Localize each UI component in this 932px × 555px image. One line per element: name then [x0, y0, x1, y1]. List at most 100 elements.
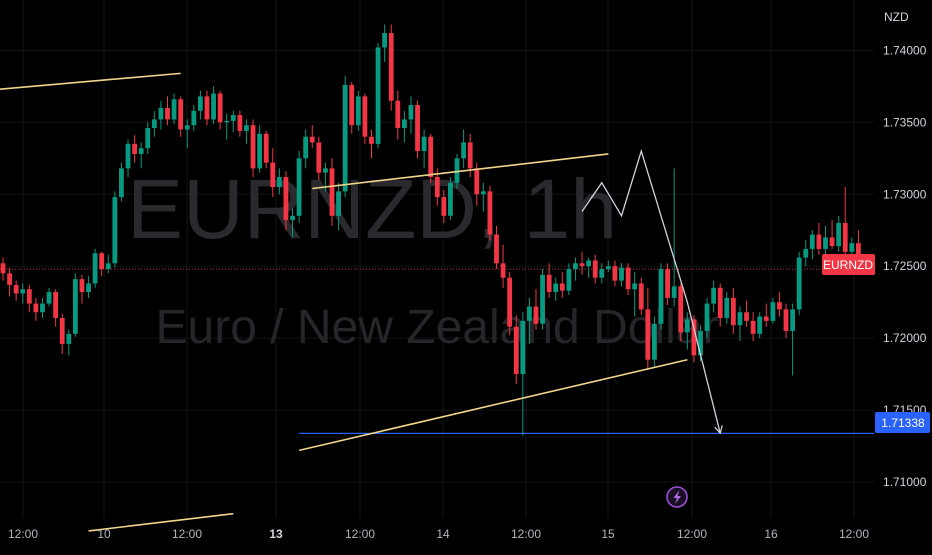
- candle-body: [191, 110, 197, 126]
- candle: [158, 100, 164, 130]
- candle-body: [520, 320, 526, 375]
- candle: [605, 260, 611, 272]
- candle-body: [20, 289, 26, 294]
- candle-body: [849, 243, 855, 252]
- candle: [316, 136, 322, 180]
- candle: [250, 119, 256, 177]
- price-tick-label: 1.74000: [883, 43, 927, 57]
- price-axis-currency: NZD: [884, 10, 909, 24]
- candle-body: [671, 286, 677, 298]
- candle: [691, 315, 697, 363]
- candle-body: [421, 136, 427, 152]
- trendline-3[interactable]: [88, 512, 234, 532]
- candle-body: [138, 148, 144, 154]
- candle: [53, 289, 59, 327]
- trendline-2[interactable]: [298, 358, 688, 452]
- time-tick-label: 16: [764, 527, 778, 541]
- candle: [99, 251, 105, 277]
- candle-body: [369, 136, 374, 144]
- candle-body: [296, 158, 302, 216]
- candle: [823, 225, 828, 255]
- candle-body: [119, 168, 124, 198]
- trendline-1[interactable]: [312, 153, 609, 190]
- support-price-badge: [875, 412, 930, 433]
- candle-body: [500, 263, 506, 278]
- candle: [836, 215, 842, 252]
- candle-body: [816, 234, 822, 249]
- current-price-label: EURNZD: [823, 258, 873, 272]
- candle: [309, 125, 315, 149]
- current-price-badge: [822, 254, 875, 275]
- lightning-icon[interactable]: [666, 486, 688, 508]
- time-tick-label: 12:00: [345, 527, 375, 541]
- candle-body: [53, 292, 59, 318]
- candle: [507, 271, 513, 336]
- candle: [448, 176, 453, 221]
- time-tick-label: 13: [269, 527, 283, 541]
- candle-body: [480, 191, 486, 195]
- candle-body: [711, 287, 717, 304]
- projection[interactable]: [581, 148, 723, 435]
- candle: [724, 292, 730, 324]
- candle: [79, 274, 85, 304]
- candle: [625, 263, 631, 295]
- candle-body: [329, 168, 335, 216]
- candle-body: [704, 303, 710, 331]
- candle-body: [553, 283, 559, 293]
- candle: [40, 297, 45, 318]
- time-axis[interactable]: 12:00 10 12:00 13 12:00 14 12:00 15 12:00 16 12:00: [8, 527, 869, 541]
- candle-body: [7, 273, 12, 285]
- candle-body: [46, 292, 52, 304]
- candle-body: [777, 302, 782, 310]
- candle: [151, 110, 157, 137]
- candle: [349, 82, 355, 134]
- candle: [145, 122, 151, 154]
- candle-body: [165, 107, 170, 120]
- candle: [296, 151, 302, 224]
- candle: [342, 76, 348, 198]
- projection-path[interactable]: [581, 148, 721, 434]
- candle-body: [494, 234, 499, 264]
- candle-body: [362, 96, 368, 137]
- candle-body: [467, 142, 473, 169]
- candle: [66, 329, 72, 356]
- candle: [592, 254, 598, 284]
- trendlines[interactable]: [0, 72, 688, 532]
- candle-body: [559, 283, 565, 291]
- time-tick-label: 12:00: [511, 527, 541, 541]
- candle: [520, 312, 526, 436]
- candle: [191, 105, 197, 131]
- candle: [0, 257, 6, 281]
- candle: [527, 297, 532, 344]
- candle-body: [211, 93, 216, 120]
- candle-body: [474, 168, 480, 195]
- candle-body: [652, 323, 657, 360]
- candle-body: [796, 257, 802, 310]
- price-tick-label: 1.73500: [883, 115, 927, 129]
- candle-body: [230, 115, 236, 121]
- candle-body: [809, 234, 815, 249]
- candle: [579, 251, 585, 275]
- candles: [0, 24, 861, 436]
- candle: [244, 119, 249, 144]
- candle: [730, 287, 736, 334]
- candle-body: [270, 162, 276, 188]
- candle: [559, 271, 565, 298]
- candle: [809, 230, 815, 259]
- candle: [770, 297, 776, 324]
- candle-body: [724, 297, 730, 318]
- candle-body: [750, 320, 756, 334]
- candle-body: [125, 143, 131, 169]
- candle: [612, 260, 618, 287]
- candle: [763, 303, 769, 327]
- candle-body: [375, 47, 381, 144]
- candle: [803, 240, 809, 267]
- candle: [494, 225, 499, 270]
- candle: [283, 171, 289, 231]
- trendline-0[interactable]: [0, 72, 181, 90]
- candle-body: [513, 326, 519, 375]
- candle-body: [250, 125, 256, 169]
- candle: [263, 130, 269, 169]
